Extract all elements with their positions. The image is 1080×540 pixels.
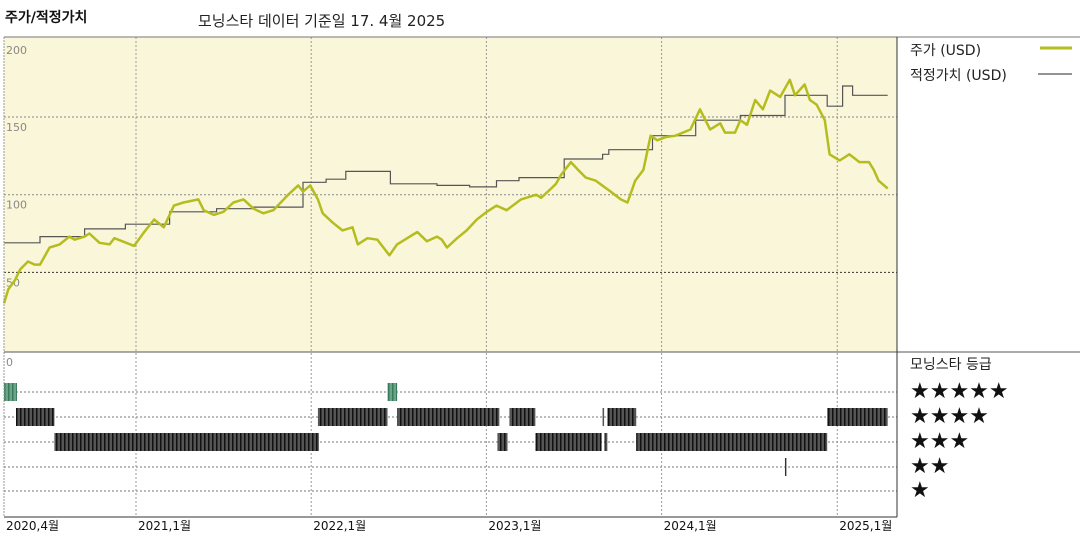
rating-3-star-bar [636, 433, 828, 451]
rating-3-star-bar [497, 433, 508, 451]
legend-fair-value-label: 적정가치 (USD) [910, 68, 1007, 84]
rating-3-star-bar [535, 433, 602, 451]
rating-5-star-bar [387, 383, 398, 401]
rating-3-star-bar [54, 433, 319, 451]
three-stars-label: ★★★ [910, 429, 970, 454]
y-tick-label: 150 [6, 121, 27, 134]
rating-4-star-bar [827, 408, 888, 426]
rating-4-star-bar [16, 408, 55, 426]
x-axis-labels: 2020,4월 2021,1월 2022,1월 2023,1월 2024,1월 2025,… [6, 519, 892, 533]
rating-4-star-bar [607, 408, 637, 426]
price-line [2, 78, 889, 304]
two-stars-label: ★★ [910, 454, 950, 479]
five-stars-label: ★★★★★ [910, 379, 1009, 404]
x-tick-label: 2023,1월 [488, 519, 541, 533]
rating-2-star-bar [784, 458, 787, 476]
chart-title: 주가/적정가치 [5, 10, 88, 26]
rating-4-star-bar [397, 408, 500, 426]
one-star-label: ★ [910, 478, 930, 503]
rating-4-star-bar [509, 408, 536, 426]
x-tick-label: 2021,1월 [138, 519, 191, 533]
y-tick-label: 0 [6, 356, 13, 369]
rating-4-star-bar [602, 408, 605, 426]
data-date-subtitle: 모닝스타 데이터 기준일 17. 4월 2025 [198, 12, 446, 30]
y-tick-label: 200 [6, 44, 27, 57]
star-rating-bars [4, 383, 888, 476]
rating-5-star-bar [4, 383, 17, 401]
x-tick-label: 2022,1월 [313, 519, 366, 533]
rating-4-star-bar [317, 408, 388, 426]
fair-value-line [4, 85, 888, 244]
legend-price-label: 주가 (USD) [910, 43, 982, 59]
four-stars-label: ★★★★ [910, 404, 989, 429]
y-tick-label: 100 [6, 199, 27, 212]
rating-legend-title: 모닝스타 등급 [910, 357, 992, 373]
x-tick-label: 2024,1월 [664, 519, 717, 533]
rating-3-star-bar [604, 433, 608, 451]
x-tick-label: 2025,1월 [839, 519, 892, 533]
x-tick-label: 2020,4월 [6, 519, 59, 533]
